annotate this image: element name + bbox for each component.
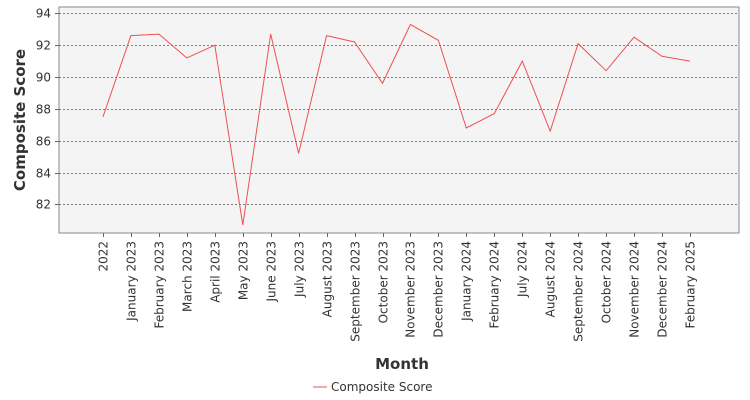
- y-tick-label-88: 88: [36, 103, 51, 117]
- x-axis: 2022 January 2023 February 2023 March 2023 A…: [97, 233, 698, 342]
- y-tick-label-84: 84: [36, 167, 51, 181]
- x-tick-label-1: January 2023: [125, 241, 139, 322]
- data-point-21: [688, 60, 691, 63]
- data-point-18: [605, 69, 608, 72]
- x-tick-label-12: December 2023: [432, 241, 446, 338]
- x-tick-label-21: February 2025: [684, 241, 698, 329]
- y-tick-label-94: 94: [36, 7, 51, 21]
- y-tick-label-86: 86: [36, 135, 51, 149]
- x-tick-label-6: June 2023: [265, 241, 279, 303]
- x-tick-label-15: July 2024: [516, 241, 530, 298]
- series-group: [102, 23, 691, 227]
- data-point-2: [157, 33, 160, 36]
- x-tick-label-13: January 2024: [460, 241, 474, 322]
- grid-lines: [59, 13, 739, 205]
- legend: Composite Score: [313, 380, 432, 394]
- series-line-0: [102, 23, 690, 226]
- x-tick-label-3: March 2023: [181, 241, 195, 312]
- x-tick-label-14: February 2024: [488, 241, 502, 329]
- x-tick-label-20: December 2024: [656, 241, 670, 338]
- x-tick-label-0: 2022: [97, 241, 111, 272]
- data-point-19: [633, 36, 636, 39]
- y-tick-label-92: 92: [36, 39, 51, 53]
- data-point-16: [549, 130, 552, 133]
- y-axis: 82 84 86 88 90 92 94: [36, 7, 59, 212]
- data-point-7: [297, 152, 300, 155]
- data-point-8: [325, 34, 328, 37]
- data-point-17: [577, 42, 580, 45]
- x-tick-label-17: September 2024: [572, 241, 586, 342]
- legend-label-composite-score: Composite Score: [331, 380, 432, 394]
- data-point-9: [353, 41, 356, 44]
- x-tick-label-11: November 2023: [404, 241, 418, 338]
- data-point-14: [493, 112, 496, 115]
- x-tick-label-9: September 2023: [349, 241, 363, 342]
- data-point-0: [102, 115, 105, 118]
- x-tick-label-5: May 2023: [237, 241, 251, 300]
- x-axis-title: Month: [375, 355, 429, 373]
- x-tick-label-10: October 2023: [377, 241, 391, 323]
- data-point-3: [185, 56, 188, 59]
- plot-area: [58, 6, 740, 234]
- data-point-11: [409, 23, 412, 26]
- data-point-5: [241, 224, 244, 227]
- data-point-20: [661, 55, 664, 58]
- data-point-4: [213, 44, 216, 47]
- data-point-1: [129, 34, 132, 37]
- x-tick-label-16: August 2024: [544, 241, 558, 317]
- data-point-13: [465, 127, 468, 130]
- data-point-12: [437, 39, 440, 42]
- data-point-15: [521, 60, 524, 63]
- x-tick-label-19: November 2024: [628, 241, 642, 338]
- data-point-6: [269, 33, 272, 36]
- x-tick-label-18: October 2024: [600, 241, 614, 323]
- y-tick-label-90: 90: [36, 71, 51, 85]
- x-tick-label-8: August 2023: [321, 241, 335, 317]
- y-axis-title: Composite Score: [11, 49, 29, 191]
- x-tick-label-7: July 2023: [293, 241, 307, 298]
- x-tick-label-2: February 2023: [153, 241, 167, 329]
- x-tick-label-4: April 2023: [209, 241, 223, 303]
- data-point-10: [381, 82, 384, 85]
- y-tick-label-82: 82: [36, 198, 51, 212]
